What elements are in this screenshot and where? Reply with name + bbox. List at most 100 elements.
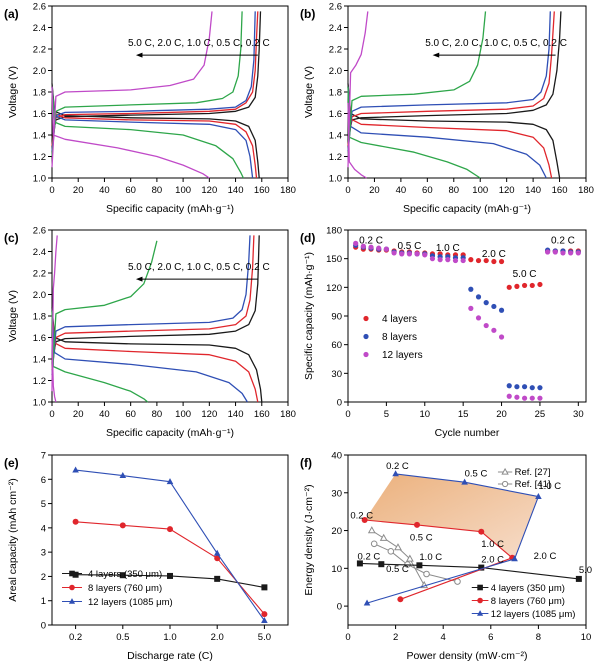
y-tick-label: 2.6	[329, 2, 342, 13]
data-point-12-layers	[368, 244, 374, 250]
data-point-4-layers	[498, 258, 505, 265]
y-tick-label: 1.4	[33, 131, 46, 142]
data-point-12-layers	[353, 240, 359, 246]
data-point	[461, 478, 468, 485]
data-point-12-layers	[422, 252, 428, 258]
y-tick-label: 30	[331, 488, 342, 499]
x-tick-label: 120	[201, 185, 217, 196]
data-point-12-layers	[483, 322, 489, 329]
data-point-4-layers	[514, 283, 520, 289]
legend-marker	[363, 333, 369, 340]
data-point-8-layers	[475, 294, 482, 300]
plot-frame	[347, 454, 587, 626]
x-tick-label: 140	[525, 185, 541, 196]
discharge-curve-0-2-C	[51, 83, 260, 179]
x-tick-label: 100	[175, 185, 191, 196]
reference-point	[379, 533, 388, 541]
data-point	[72, 466, 79, 473]
y-tick-label: 2.4	[33, 23, 46, 34]
y-tick-label: 1.0	[329, 174, 342, 185]
y-tick-label: 1.0	[33, 398, 46, 409]
data-point	[119, 522, 126, 529]
x-tick-label: 25	[535, 409, 546, 420]
data-point-8-layers	[521, 384, 528, 390]
rate-label: 1.0 C	[436, 243, 460, 254]
rate-label: 2.0 C	[482, 249, 506, 260]
charge-curve-0-5-C	[51, 235, 255, 370]
y-tick-label: 2.6	[33, 2, 46, 13]
data-point	[72, 571, 79, 578]
data-point	[261, 617, 268, 624]
y-tick-label: 5	[41, 499, 46, 510]
panel-d-cycling-chart: (d) Cycle number Specific capacity (mAh·g⁻…	[300, 226, 587, 439]
rate-label: 0.5 C	[465, 469, 488, 480]
discharge-curve-5-0-C	[51, 86, 210, 179]
panel-a-voltage-profile-chart: (a) Specific capacity (mAh·g⁻¹) Voltage (V…	[4, 2, 296, 216]
data-point	[72, 518, 79, 525]
legend-label: 8 layers (760 μm)	[88, 583, 162, 594]
charge-curve-0-2-C	[51, 11, 262, 140]
y-tick-label: 0	[337, 602, 342, 613]
y-tick-label: 0	[337, 398, 342, 409]
y-tick-label: 2.2	[33, 269, 46, 280]
rate-label: 1.0 C	[538, 481, 561, 492]
data-point	[214, 575, 221, 582]
data-point	[119, 572, 126, 579]
x-tick-label: 80	[152, 185, 163, 196]
data-point-12-layers	[429, 256, 436, 262]
y-tick-label: 1.4	[329, 131, 342, 142]
y-tick-label: 1.2	[33, 152, 46, 163]
data-point-12-layers	[521, 395, 528, 401]
charge-curve-0-5-C	[347, 11, 555, 146]
charge-curve-1-0-C	[347, 11, 551, 152]
legend-marker	[363, 351, 369, 358]
legend-label: Ref. [41]	[515, 479, 551, 490]
y-tick-label: 2.0	[33, 66, 46, 77]
x-tick-label: 0	[49, 185, 54, 196]
y-tick-label: 1.8	[329, 88, 342, 99]
x-tick-label: 180	[280, 409, 296, 420]
data-point	[261, 584, 268, 591]
panel-label: (b)	[300, 7, 315, 21]
charge-curve-5-0-C	[51, 11, 213, 168]
rate-label: 0.2 C	[551, 235, 575, 246]
rate-label: 0.2 C	[359, 235, 383, 246]
data-point	[167, 572, 173, 579]
legend-label: 12 layers	[382, 350, 423, 361]
charge-curve-2-0-C	[51, 11, 243, 157]
x-tick-label: 80	[448, 185, 459, 196]
data-point	[478, 564, 485, 571]
data-point-4-layers	[468, 257, 474, 263]
x-tick-label: 40	[99, 185, 110, 196]
y-tick-label: 180	[326, 226, 342, 237]
data-point	[397, 596, 404, 603]
y-tick-label: 1.2	[33, 376, 46, 387]
x-tick-label: 140	[228, 409, 244, 420]
charge-curve-1-0-C	[51, 11, 256, 152]
x-axis-label: Discharge rate (C)	[127, 650, 213, 662]
y-tick-label: 1.6	[33, 333, 46, 344]
data-point-12-layers	[445, 257, 451, 263]
data-point-12-layers	[460, 257, 466, 264]
x-tick-label: 4	[441, 632, 446, 643]
legend-label: 8 layers (760 μm)	[491, 596, 565, 607]
x-tick-label: 0	[49, 409, 54, 420]
panel-c-voltage-profile-chart: (c) Specific capacity (mAh·g⁻¹) Voltage (V…	[4, 226, 296, 440]
x-tick-label: 0	[345, 632, 350, 643]
data-point-12-layers	[560, 250, 566, 256]
rate-annotation: 5.0 C, 2.0 C, 1.0 C, 0.5 C, 0.2 C	[128, 38, 270, 49]
x-tick-label: 40	[99, 409, 110, 420]
data-point-12-layers	[475, 315, 482, 321]
x-axis-label: Specific capacity (mAh·g⁻¹)	[106, 203, 234, 215]
charge-curve-0-5-C	[51, 11, 259, 146]
data-point-12-layers	[406, 251, 413, 257]
y-tick-label: 1.8	[33, 312, 46, 323]
discharge-curve-0-5-C	[347, 86, 553, 179]
legend-marker	[477, 597, 483, 604]
x-tick-label: 8	[536, 632, 541, 643]
data-point	[213, 549, 221, 556]
annotation-arrow-head	[432, 52, 440, 58]
rate-label: 0.2 C	[358, 552, 381, 563]
panel-label: (e)	[4, 456, 19, 470]
data-point-12-layers	[537, 395, 543, 401]
